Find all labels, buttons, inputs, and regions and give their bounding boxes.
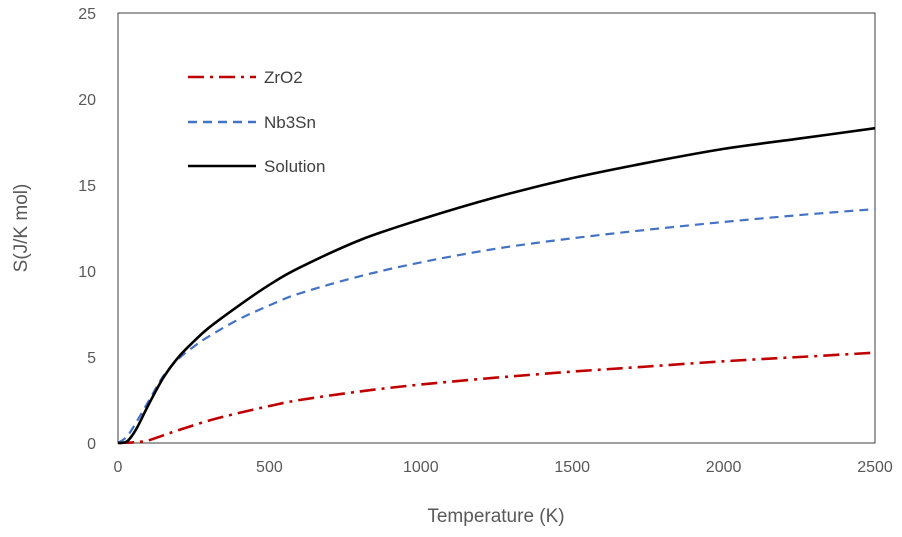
y-tick-label: 25 [78,6,96,23]
x-tick-label: 2500 [857,459,893,476]
x-tick-label: 1500 [554,459,590,476]
y-tick-label: 10 [78,264,96,281]
legend: ZrO2 Nb3Sn Solution [188,68,325,176]
x-tick-label: 1000 [403,459,439,476]
series-line-solution [117,126,876,445]
legend-label-zro2: ZrO2 [264,68,303,87]
x-axis-ticks: 0 500 1000 1500 2000 2500 [114,459,893,476]
x-axis-title: Temperature (K) [427,506,564,527]
series-lines [117,126,876,445]
plot-area [117,12,876,444]
y-tick-label: 15 [78,178,96,195]
y-tick-label: 5 [87,350,96,367]
y-axis-ticks: 0 5 10 15 20 25 [78,6,96,453]
legend-label-nb3sn: Nb3Sn [264,113,316,132]
x-tick-label: 2000 [706,459,742,476]
x-tick-label: 500 [256,459,283,476]
series-line-nb3sn [117,208,876,444]
x-tick-label: 0 [114,459,123,476]
series-line-zro2 [117,351,876,445]
y-axis-title: S(J/K mol) [11,184,32,273]
legend-label-solution: Solution [264,157,325,176]
y-tick-label: 0 [87,436,96,453]
y-tick-label: 20 [78,92,96,109]
